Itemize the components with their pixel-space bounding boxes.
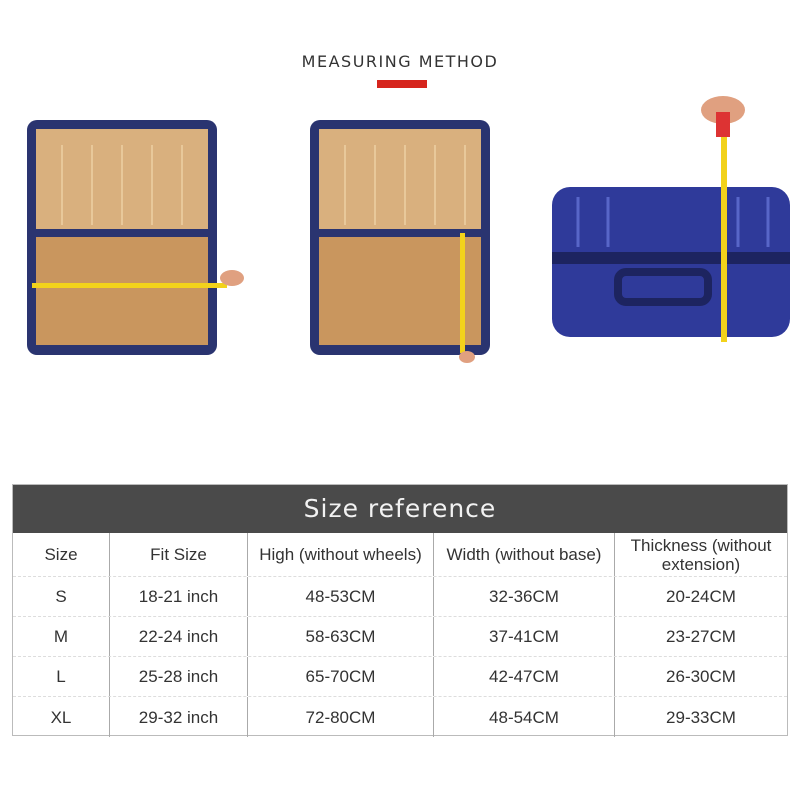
width-cell: 48-54CM [434,697,615,737]
table-row: XL 29-32 inch 72-80CM 48-54CM 29-33CM [13,697,787,737]
width-cell: 37-41CM [434,617,615,656]
thickness-cell: 29-33CM [666,707,736,727]
fit-size-cell: 18-21 inch [110,577,248,616]
header-thickness: Thickness (without extension) [630,535,772,574]
size-reference-table: Size reference Size Fit Size High (witho… [12,484,788,737]
suitcase-width-measure-image [27,120,244,355]
size-cell: M [13,617,110,656]
suitcase-height-measure-image [310,120,490,363]
page-title: MEASURING METHOD [301,52,499,71]
width-cell: 42-47CM [434,657,615,696]
suitcase-thickness-measure-image [552,96,790,342]
thickness-cell: 20-24CM [666,587,736,606]
size-cell: S [13,577,110,616]
size-cell: L [13,657,110,696]
table-row: L 25-28 inch 65-70CM 42-47CM 26-30CM [13,657,787,697]
fit-size-cell: 29-32 inch [110,697,248,737]
table-title: Size reference [13,485,787,533]
fit-size-cell: 22-24 inch [110,617,248,656]
fit-size-cell: 25-28 inch [110,657,248,696]
header-fit-size: Fit Size [110,533,248,576]
header-width: Width (without base) [434,533,615,576]
width-cell: 32-36CM [434,577,615,616]
title-underline [377,80,427,88]
high-cell: 48-53CM [248,577,434,616]
header-row: Size Fit Size High (without wheels) Widt… [13,533,787,577]
thickness-cell: 26-30CM [666,667,736,686]
size-cell: XL [13,697,110,737]
high-cell: 58-63CM [248,617,434,656]
header-high: High (without wheels) [248,533,434,576]
thickness-cell: 23-27CM [666,627,736,646]
header-size: Size [13,533,110,576]
high-cell: 72-80CM [248,697,434,737]
high-cell: 65-70CM [248,657,434,696]
table-row: S 18-21 inch 48-53CM 32-36CM 20-24CM [13,577,787,617]
table-row: M 22-24 inch 58-63CM 37-41CM 23-27CM [13,617,787,657]
